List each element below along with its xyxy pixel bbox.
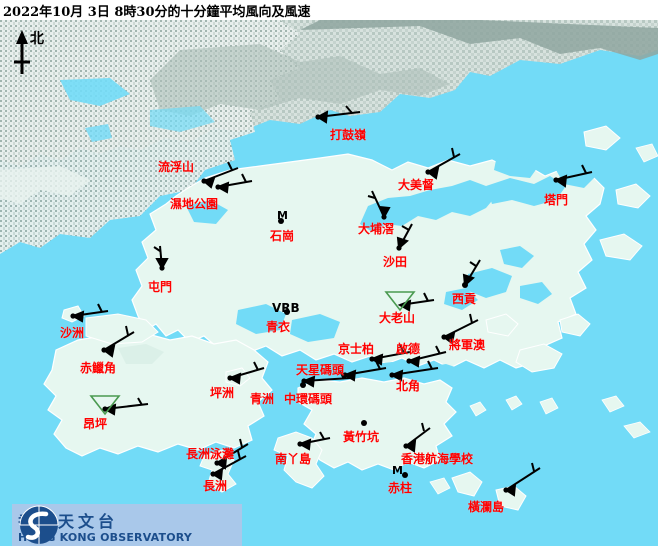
station-dot xyxy=(406,358,412,364)
wind-barb-tseungKwanO xyxy=(441,313,479,345)
station-dot xyxy=(389,372,395,378)
map-graphics xyxy=(0,20,658,546)
logo-text-en: HONG KONG OBSERVATORY xyxy=(18,530,193,544)
station-dot xyxy=(159,265,165,271)
station-label-wetland-park[interactable]: 濕地公園 xyxy=(170,197,219,211)
station-dot xyxy=(214,460,220,466)
wind-barb-waglanIsland xyxy=(504,462,541,497)
station-dot xyxy=(396,245,402,251)
station-dot xyxy=(462,282,468,288)
wind-barb-tagulingg xyxy=(316,105,361,124)
station-label-sea-school[interactable]: 香港航海學校 xyxy=(401,452,474,466)
station-dot xyxy=(402,472,408,478)
station-dot xyxy=(403,443,409,449)
station-label-tap-mun[interactable]: 塔門 xyxy=(544,193,569,207)
station-label-star-ferry[interactable]: 天星碼頭 xyxy=(296,363,345,377)
station-dot xyxy=(297,441,303,447)
station-label-lamma-island[interactable]: 南丫島 xyxy=(275,452,312,466)
station-dot xyxy=(342,372,348,378)
station-label-tai-po-kau[interactable]: 大埔滘 xyxy=(358,222,395,236)
station-label-kai-tak[interactable]: 啟德 xyxy=(396,342,421,356)
station-label-tuen-mun[interactable]: 屯門 xyxy=(148,280,173,294)
station-dot xyxy=(553,177,559,183)
vrb-label-tsing-yi: VRB xyxy=(272,301,300,315)
station-dot xyxy=(227,375,233,381)
station-label-tai-mei-tuk[interactable]: 大美督 xyxy=(398,178,435,192)
station-label-peng-chau[interactable]: 坪洲 xyxy=(210,386,235,400)
station-label-sha-chau[interactable]: 沙洲 xyxy=(60,326,85,340)
station-dot xyxy=(201,178,207,184)
mainland-terrain xyxy=(0,20,658,254)
station-dot xyxy=(441,334,447,340)
wind-barb-chekLapKok xyxy=(101,325,135,358)
station-dot xyxy=(503,487,509,493)
m-marker-shek-kong: M xyxy=(277,209,288,222)
station-dot xyxy=(102,406,108,412)
green-triangle-marker-ngongping xyxy=(89,395,121,416)
wind-barb-cheungChauBeach xyxy=(215,438,249,470)
wind-barb-layer xyxy=(70,105,593,497)
station-label-kings-park[interactable]: 京士柏 xyxy=(338,342,375,356)
wind-barb-shaChau xyxy=(70,303,109,323)
station-dot xyxy=(210,471,216,477)
station-label-sha-tin[interactable]: 沙田 xyxy=(383,255,408,269)
page-title: 2022年10月 3日 8時30分的十分鐘平均風向及風速 xyxy=(3,5,311,20)
station-label-wong-chuk-hang[interactable]: 黃竹坑 xyxy=(343,430,380,444)
wind-barb-cheungChau xyxy=(211,450,247,481)
wind-barb-taiPoKau xyxy=(367,190,391,220)
station-label-lau-fau-shan[interactable]: 流浮山 xyxy=(158,160,195,174)
station-label-chek-lap-kok[interactable]: 赤鱲角 xyxy=(80,361,117,375)
wind-barb-seaSchool xyxy=(404,422,431,453)
hongkong-landmass xyxy=(43,125,658,511)
station-label-waglan-island[interactable]: 橫瀾島 xyxy=(468,500,505,514)
station-dot xyxy=(425,169,431,175)
green-triangle-marker-taimoshan xyxy=(384,291,416,312)
hko-logo: 香港天文台 HONG KONG OBSERVATORY xyxy=(12,504,242,546)
station-label-tai-ku-ling[interactable]: 打鼓嶺 xyxy=(330,128,367,142)
station-dot xyxy=(361,420,367,426)
station-label-tates-cairn[interactable]: 大老山 xyxy=(379,311,416,325)
map-canvas[interactable]: 北 打鼓嶺 流浮山 濕地公園 大美督 塔門 石崗 大埔滘 沙田 屯門 西貢 大老… xyxy=(0,20,658,546)
wind-barb-ngongPing xyxy=(102,397,149,416)
wind-barb-centralPier xyxy=(301,370,351,388)
station-label-green-island[interactable]: 青洲 xyxy=(250,392,275,406)
station-label-ngong-ping[interactable]: 昂坪 xyxy=(83,417,108,431)
station-dot xyxy=(215,184,221,190)
station-marker-layer xyxy=(70,114,559,493)
wind-barb-northPoint xyxy=(389,360,439,382)
station-label-stanley[interactable]: 赤柱 xyxy=(388,481,413,495)
station-label-north-point[interactable]: 北角 xyxy=(396,379,421,393)
station-dot xyxy=(300,382,306,388)
north-label: 北 xyxy=(30,31,44,47)
station-label-cheung-chau[interactable]: 長洲 xyxy=(203,479,228,493)
wind-barb-wetlandPark xyxy=(215,173,253,194)
north-arrow: 北 xyxy=(8,28,54,80)
station-label-cheung-chau-beach[interactable]: 長洲泳灘 xyxy=(186,447,235,461)
hko-swirl-logo xyxy=(19,505,59,544)
station-label-sai-kung[interactable]: 西貢 xyxy=(452,292,477,306)
wind-barb-tapMun xyxy=(553,164,593,188)
m-marker-stanley: M xyxy=(392,464,403,477)
station-dot xyxy=(70,313,76,319)
wind-barb-lauFauShan xyxy=(201,161,239,189)
station-dot xyxy=(101,347,107,353)
wind-barb-shaTin xyxy=(396,223,413,251)
station-dot xyxy=(278,218,284,224)
station-dot xyxy=(369,356,375,362)
station-dot xyxy=(284,309,290,315)
title-bar: 2022年10月 3日 8時30分的十分鐘平均風向及風速 xyxy=(0,0,658,20)
wind-barb-lamma xyxy=(297,431,331,451)
station-label-shek-kong[interactable]: 石崗 xyxy=(270,229,295,243)
station-label-central-pier[interactable]: 中環碼頭 xyxy=(284,392,333,406)
station-dot xyxy=(315,114,321,120)
wind-barb-kaiTak xyxy=(406,345,447,368)
station-label-tsing-yi[interactable]: 青衣 xyxy=(266,320,291,334)
station-dot xyxy=(381,214,387,220)
wind-barb-tuenMun xyxy=(153,245,169,271)
wind-barb-pengChau xyxy=(227,361,265,385)
wind-barb-taiMeiTuk xyxy=(425,147,461,180)
station-label-tseung-kwan-o[interactable]: 將軍澳 xyxy=(449,338,486,352)
